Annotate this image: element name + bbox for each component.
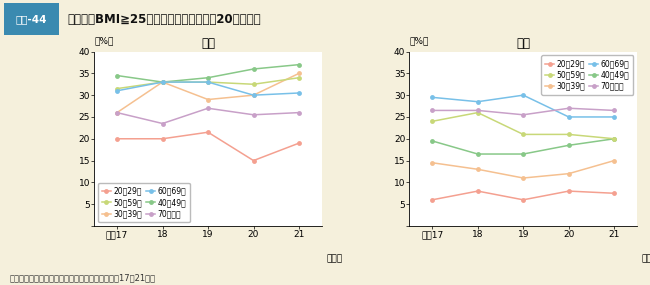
Title: 女性: 女性 [516,37,530,50]
Legend: 20～29歳, 50～59歳, 30～39歳, 60～69歳, 40～49歳, 70歳以上: 20～29歳, 50～59歳, 30～39歳, 60～69歳, 40～49歳, … [98,183,190,222]
Text: 図表-44: 図表-44 [16,14,47,24]
Text: 肥満者（BMI≧25）の割合の年次推移（20歳以上）: 肥満者（BMI≧25）の割合の年次推移（20歳以上） [67,13,261,26]
Text: （%）: （%） [410,36,429,45]
Text: （年）: （年） [642,254,650,263]
Text: （%）: （%） [94,36,114,45]
Legend: 20～29歳, 50～59歳, 30～39歳, 60～69歳, 40～49歳, 70歳以上: 20～29歳, 50～59歳, 30～39歳, 60～69歳, 40～49歳, … [541,55,633,95]
Bar [4,3,59,35]
Text: （年）: （年） [326,254,343,263]
Title: 男性: 男性 [201,37,215,50]
Text: 資料：厚生労働省「国民健康・栄養調査」（平成17～21年）: 資料：厚生労働省「国民健康・栄養調査」（平成17～21年） [10,273,156,282]
